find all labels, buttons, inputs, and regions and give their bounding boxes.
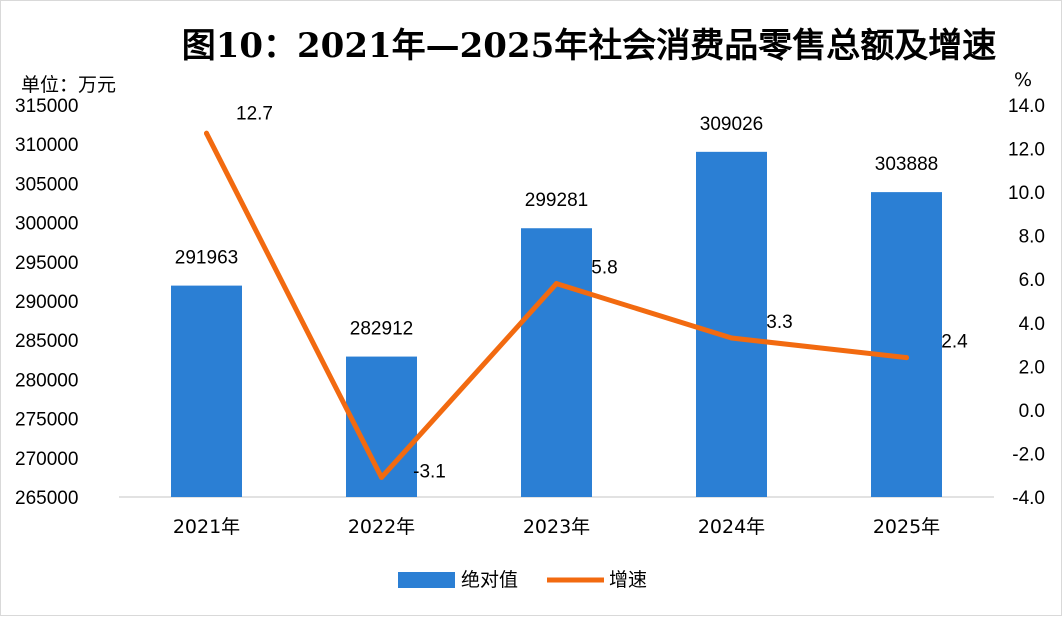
line-point [204, 130, 209, 136]
left-tick-label: 285000 [15, 331, 78, 352]
right-tick-label: 2.0 [1019, 357, 1045, 378]
line-point [904, 355, 909, 361]
bar-data-label: 299281 [525, 190, 588, 211]
right-axis-ticks: -4.0 -2.0 0.0 2.0 4.0 6.0 8.0 10.0 12.0 14.0 [1008, 96, 1045, 509]
right-tick-label: 4.0 [1019, 314, 1045, 335]
right-axis-unit: % [1014, 69, 1032, 91]
line-data-labels: 12.7 -3.1 5.8 3.3 2.4 [236, 103, 968, 482]
left-tick-label: 295000 [15, 253, 78, 274]
right-tick-label: 14.0 [1008, 96, 1045, 117]
left-tick-label: 290000 [15, 292, 78, 313]
line-data-label: -3.1 [413, 461, 446, 482]
legend-swatch-bar [398, 572, 455, 588]
left-tick-label: 310000 [15, 135, 78, 156]
bar [521, 228, 592, 498]
legend-label-line: 增速 [609, 569, 647, 591]
right-tick-label: 6.0 [1019, 270, 1045, 291]
bar [171, 285, 242, 497]
bar-data-label: 282912 [350, 319, 413, 340]
left-axis-ticks: 265000 270000 275000 280000 285000 290000 2950… [15, 96, 78, 509]
left-tick-label: 275000 [15, 410, 78, 431]
right-tick-label: -4.0 [1012, 488, 1045, 509]
line-point [729, 335, 734, 341]
x-tick-label: 2022年 [348, 516, 415, 538]
line-data-label: 12.7 [236, 103, 273, 124]
line-point [379, 474, 384, 480]
right-tick-label: 10.0 [1008, 183, 1045, 204]
bar [871, 192, 942, 497]
chart-title: 图10：2021年—2025年社会消费品零售总额及增速 [182, 26, 997, 66]
line-data-label: 5.8 [591, 258, 617, 279]
category-labels: 2021年 2022年 2023年 2024年 2025年 [173, 516, 940, 538]
bar-data-label: 303888 [875, 154, 938, 175]
left-tick-label: 280000 [15, 370, 78, 391]
right-tick-label: 8.0 [1019, 227, 1045, 248]
left-tick-label: 315000 [15, 96, 78, 117]
bar [696, 151, 767, 497]
line-point [554, 281, 559, 287]
x-tick-label: 2023年 [523, 516, 590, 538]
x-tick-label: 2021年 [173, 516, 240, 538]
right-tick-label: 0.0 [1019, 401, 1045, 422]
left-axis-unit: 单位：万元 [21, 74, 116, 96]
bar-data-label: 291963 [175, 248, 238, 269]
left-tick-label: 265000 [15, 488, 78, 509]
left-tick-label: 305000 [15, 174, 78, 195]
left-tick-label: 270000 [15, 449, 78, 470]
line-data-label: 3.3 [766, 312, 792, 333]
bar-data-labels: 291963 282912 299281 309026 303888 [175, 114, 938, 340]
x-tick-label: 2025年 [873, 516, 940, 538]
legend: 绝对值 增速 [398, 569, 647, 591]
line-data-label: 2.4 [941, 332, 968, 353]
right-tick-label: 12.0 [1008, 140, 1045, 161]
right-tick-label: -2.0 [1012, 444, 1045, 465]
bar-series [171, 151, 942, 498]
legend-label-bar: 绝对值 [461, 569, 518, 591]
bar-data-label: 309026 [700, 114, 763, 135]
line-series [204, 130, 909, 480]
left-tick-label: 300000 [15, 214, 78, 235]
x-tick-label: 2024年 [698, 516, 765, 538]
